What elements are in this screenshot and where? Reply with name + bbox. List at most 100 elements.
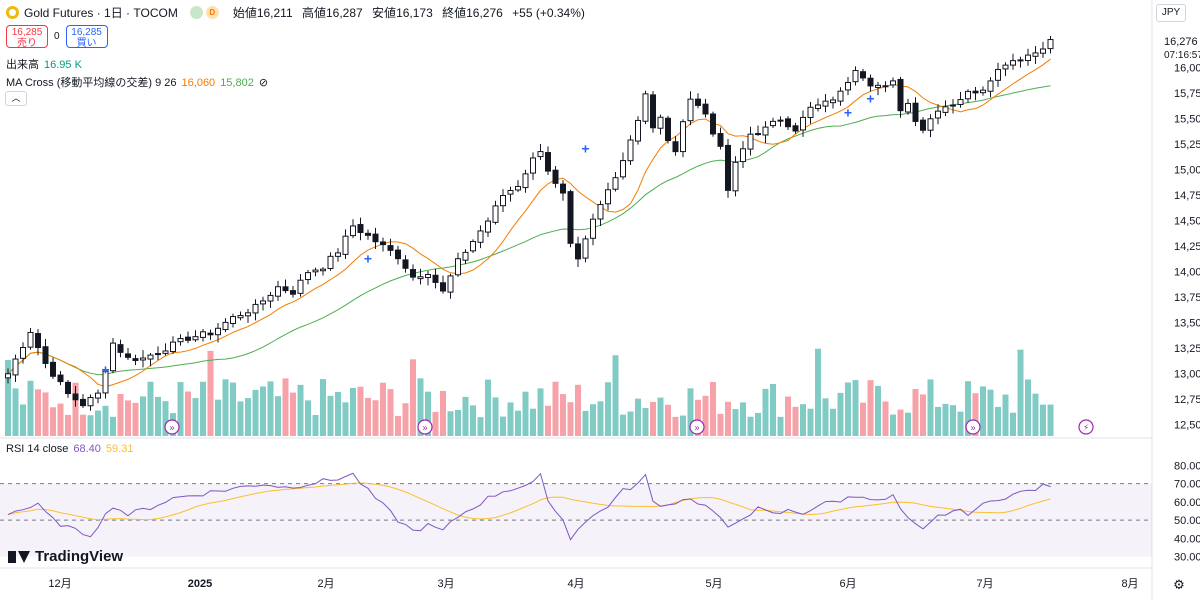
currency-button[interactable]: JPY [1156, 4, 1186, 22]
candle-body[interactable] [200, 331, 206, 338]
candle-body[interactable] [500, 195, 506, 207]
sell-button[interactable]: 16,285 売り [6, 25, 48, 49]
candle-body[interactable] [110, 342, 116, 372]
candle-body[interactable] [912, 102, 919, 122]
candle-body[interactable] [530, 157, 536, 174]
candle-body[interactable] [125, 353, 131, 358]
candle-body[interactable] [470, 240, 476, 252]
candle-body[interactable] [582, 238, 589, 259]
ma-cross-legend[interactable]: MA Cross (移動平均線の交差) 9 26 16,060 15,802 ⊘ [6, 74, 268, 90]
candle-body[interactable] [575, 243, 581, 260]
candle-body[interactable] [260, 300, 266, 305]
candle-body[interactable] [890, 80, 896, 86]
candle-body[interactable] [432, 274, 439, 283]
candle-body[interactable] [747, 133, 754, 150]
candle-body[interactable] [830, 99, 836, 104]
candle-body[interactable] [425, 273, 431, 279]
candle-body[interactable] [230, 316, 236, 324]
candle-body[interactable] [207, 332, 214, 336]
candle-body[interactable] [1002, 64, 1009, 70]
candle-body[interactable] [462, 251, 469, 261]
candle-body[interactable] [627, 139, 634, 162]
candle-body[interactable] [312, 269, 319, 273]
settings-gear-icon[interactable]: ⚙ [1173, 577, 1185, 592]
candle-body[interactable] [342, 235, 349, 255]
candle-body[interactable] [620, 160, 626, 178]
candle-body[interactable] [822, 100, 829, 107]
candle-body[interactable] [410, 269, 416, 278]
market-status[interactable]: D [189, 5, 219, 19]
candle-body[interactable] [12, 358, 19, 376]
candle-body[interactable] [387, 245, 394, 251]
candle-body[interactable] [20, 346, 26, 359]
candle-body[interactable] [35, 333, 41, 349]
candle-body[interactable] [42, 346, 49, 364]
candle-body[interactable] [642, 93, 649, 122]
candle-body[interactable] [282, 286, 289, 292]
candle-body[interactable] [965, 90, 971, 100]
candle-body[interactable] [177, 338, 184, 343]
candle-body[interactable] [560, 183, 566, 194]
candle-body[interactable] [875, 84, 881, 88]
candle-body[interactable] [305, 272, 311, 281]
candle-body[interactable] [762, 126, 769, 136]
rsi-legend[interactable]: RSI 14 close 68.40 59.31 [6, 443, 133, 455]
candle-body[interactable] [672, 141, 679, 153]
candle-body[interactable] [455, 258, 461, 276]
tradingview-logo[interactable]: TradingView [8, 548, 123, 565]
candle-body[interactable] [935, 110, 941, 119]
candle-body[interactable] [1017, 59, 1024, 62]
candle-body[interactable] [350, 225, 356, 237]
candle-body[interactable] [605, 189, 611, 205]
candle-body[interactable] [852, 70, 859, 83]
candle-body[interactable] [597, 204, 604, 220]
candle-body[interactable] [710, 113, 716, 135]
candle-body[interactable] [552, 169, 559, 184]
candle-body[interactable] [485, 220, 491, 233]
candle-body[interactable] [140, 357, 146, 361]
candle-body[interactable] [942, 106, 949, 113]
candle-body[interactable] [845, 81, 851, 91]
candle-body[interactable] [650, 94, 656, 129]
candle-body[interactable] [792, 125, 799, 132]
candle-body[interactable] [1032, 52, 1039, 57]
candle-body[interactable] [327, 255, 334, 269]
candle-body[interactable] [320, 268, 326, 272]
candle-body[interactable] [680, 121, 686, 153]
candle-body[interactable] [665, 117, 671, 142]
candle-body[interactable] [395, 249, 401, 260]
candle-body[interactable] [185, 336, 191, 341]
candle-body[interactable] [920, 119, 926, 131]
candle-body[interactable] [117, 344, 124, 353]
candle-body[interactable] [440, 282, 446, 292]
candle-body[interactable] [357, 224, 364, 234]
candle-body[interactable] [170, 341, 176, 353]
candle-body[interactable] [987, 80, 994, 92]
candle-body[interactable] [695, 98, 701, 106]
candle-body[interactable] [1025, 54, 1031, 62]
candle-body[interactable] [702, 103, 709, 115]
candle-body[interactable] [567, 191, 574, 244]
candle-body[interactable] [717, 133, 724, 147]
candle-body[interactable] [477, 230, 484, 243]
candle-body[interactable] [755, 133, 761, 136]
candle-body[interactable] [155, 353, 161, 356]
candle-body[interactable] [80, 398, 86, 407]
candle-body[interactable] [215, 327, 221, 336]
candle-body[interactable] [777, 119, 784, 122]
candle-body[interactable] [612, 177, 619, 190]
collapse-legend-button[interactable]: ︿ [5, 91, 27, 106]
candle-body[interactable] [5, 373, 11, 379]
candle-body[interactable] [897, 78, 904, 112]
candle-body[interactable] [50, 361, 56, 377]
candle-body[interactable] [335, 252, 341, 257]
candle-body[interactable] [635, 119, 641, 142]
candle-body[interactable] [1047, 39, 1054, 50]
candle-body[interactable] [297, 279, 304, 294]
candle-body[interactable] [785, 118, 791, 128]
event-icon[interactable] [689, 419, 705, 435]
candle-body[interactable] [807, 106, 814, 119]
candle-body[interactable] [800, 116, 806, 131]
candle-body[interactable] [275, 286, 281, 297]
candle-body[interactable] [380, 241, 386, 246]
